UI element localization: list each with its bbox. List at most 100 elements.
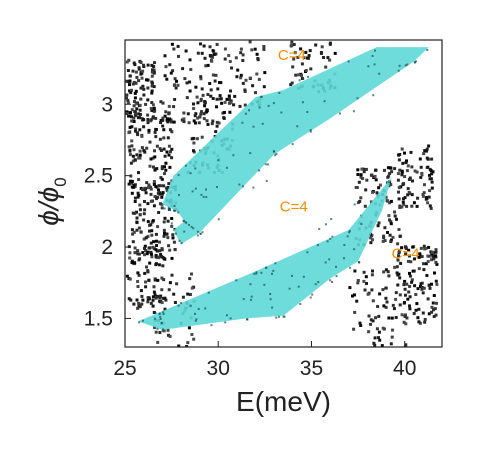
- dos-pixel: [166, 236, 170, 240]
- dos-pixel: [373, 336, 377, 340]
- dos-pixel: [328, 41, 332, 45]
- dos-pixel: [141, 298, 145, 302]
- dos-pixel: [215, 43, 219, 46]
- region-streak: [162, 328, 164, 331]
- dos-pixel: [162, 136, 166, 140]
- dos-pixel: [135, 220, 139, 224]
- dos-pixel: [214, 73, 218, 77]
- dos-pixel: [130, 88, 133, 92]
- dos-pixel: [168, 248, 172, 252]
- dos-pixel: [146, 270, 150, 274]
- dos-pixel: [370, 288, 374, 292]
- dos-pixel: [151, 304, 155, 308]
- region-streak: [210, 324, 213, 327]
- dos-pixel: [353, 293, 356, 297]
- dos-pixel: [153, 325, 157, 329]
- dos-pixel: [162, 234, 166, 238]
- dos-pixel: [168, 117, 172, 121]
- dos-pixel: [423, 320, 427, 324]
- dos-pixel: [143, 208, 147, 212]
- dos-pixel: [418, 157, 422, 161]
- dos-pixel: [416, 316, 420, 320]
- region-streak: [249, 152, 252, 155]
- dos-pixel: [125, 274, 129, 278]
- dos-pixel: [411, 245, 415, 249]
- dos-pixel: [233, 94, 237, 98]
- region-streak: [309, 129, 312, 131]
- dos-pixel: [146, 220, 150, 224]
- dos-pixel: [369, 241, 373, 245]
- dos-pixel: [148, 261, 152, 265]
- dos-pixel: [151, 68, 154, 72]
- dos-pixel: [165, 77, 169, 81]
- dos-pixel: [211, 49, 215, 53]
- region-streak: [265, 179, 268, 182]
- dos-pixel: [208, 54, 212, 57]
- dos-pixel: [141, 69, 145, 73]
- dos-pixel: [415, 302, 419, 306]
- dos-pixel: [152, 68, 156, 72]
- dos-pixel: [234, 56, 238, 60]
- dos-pixel: [229, 89, 232, 93]
- dos-pixel: [414, 293, 418, 296]
- region-streak: [264, 163, 267, 166]
- dos-pixel: [314, 43, 318, 47]
- dos-pixel: [203, 104, 207, 108]
- dos-pixel: [125, 96, 128, 100]
- dos-pixel: [136, 191, 140, 195]
- region-streak: [318, 228, 321, 230]
- dos-pixel: [404, 343, 408, 347]
- dos-pixel: [427, 144, 431, 148]
- dos-pixel: [430, 305, 434, 309]
- dos-pixel: [425, 196, 429, 199]
- region-streak: [196, 230, 199, 233]
- region-streak: [267, 104, 270, 107]
- dos-pixel: [166, 219, 170, 223]
- dos-pixel: [152, 204, 156, 208]
- dos-pixel: [215, 124, 219, 128]
- dos-pixel: [186, 112, 190, 116]
- region-streak: [371, 55, 374, 57]
- dos-pixel: [427, 245, 431, 249]
- dos-pixel: [390, 316, 394, 320]
- dos-pixel: [398, 153, 402, 156]
- dos-pixel: [352, 327, 356, 331]
- dos-pixel: [183, 77, 187, 81]
- y-axis-label: ϕ/ϕ0: [33, 177, 70, 225]
- dos-pixel: [227, 94, 231, 98]
- dos-pixel: [152, 285, 156, 289]
- dos-pixel: [432, 315, 436, 318]
- region-streak: [183, 220, 185, 223]
- dos-pixel: [156, 191, 160, 195]
- region-streak: [177, 211, 180, 214]
- dos-pixel: [146, 186, 150, 190]
- dos-pixel: [184, 49, 188, 53]
- region-streak: [360, 223, 363, 225]
- dos-pixel: [142, 125, 146, 129]
- dos-pixel: [394, 316, 398, 319]
- dos-pixel: [164, 168, 168, 172]
- region-streak: [185, 221, 188, 224]
- dos-pixel: [356, 168, 360, 172]
- region-streak: [248, 109, 250, 112]
- region-streak: [195, 318, 198, 321]
- dos-pixel: [377, 221, 381, 225]
- dos-pixel: [157, 263, 161, 267]
- region-streak: [335, 275, 338, 278]
- dos-pixel: [429, 177, 433, 181]
- dos-pixel: [142, 212, 146, 216]
- dos-pixel: [223, 47, 227, 51]
- dos-pixel: [182, 120, 186, 124]
- dos-pixel: [160, 165, 164, 169]
- dos-pixel: [170, 224, 174, 228]
- dos-pixel: [165, 188, 169, 192]
- region-streak: [242, 185, 244, 188]
- dos-pixel: [389, 238, 393, 242]
- dos-pixel: [413, 169, 417, 173]
- dos-pixel: [199, 97, 203, 101]
- dos-pixel: [139, 72, 143, 76]
- dos-pixel: [176, 44, 180, 48]
- dos-pixel: [405, 204, 409, 208]
- dos-pixel: [424, 262, 428, 266]
- dos-pixel: [356, 281, 360, 285]
